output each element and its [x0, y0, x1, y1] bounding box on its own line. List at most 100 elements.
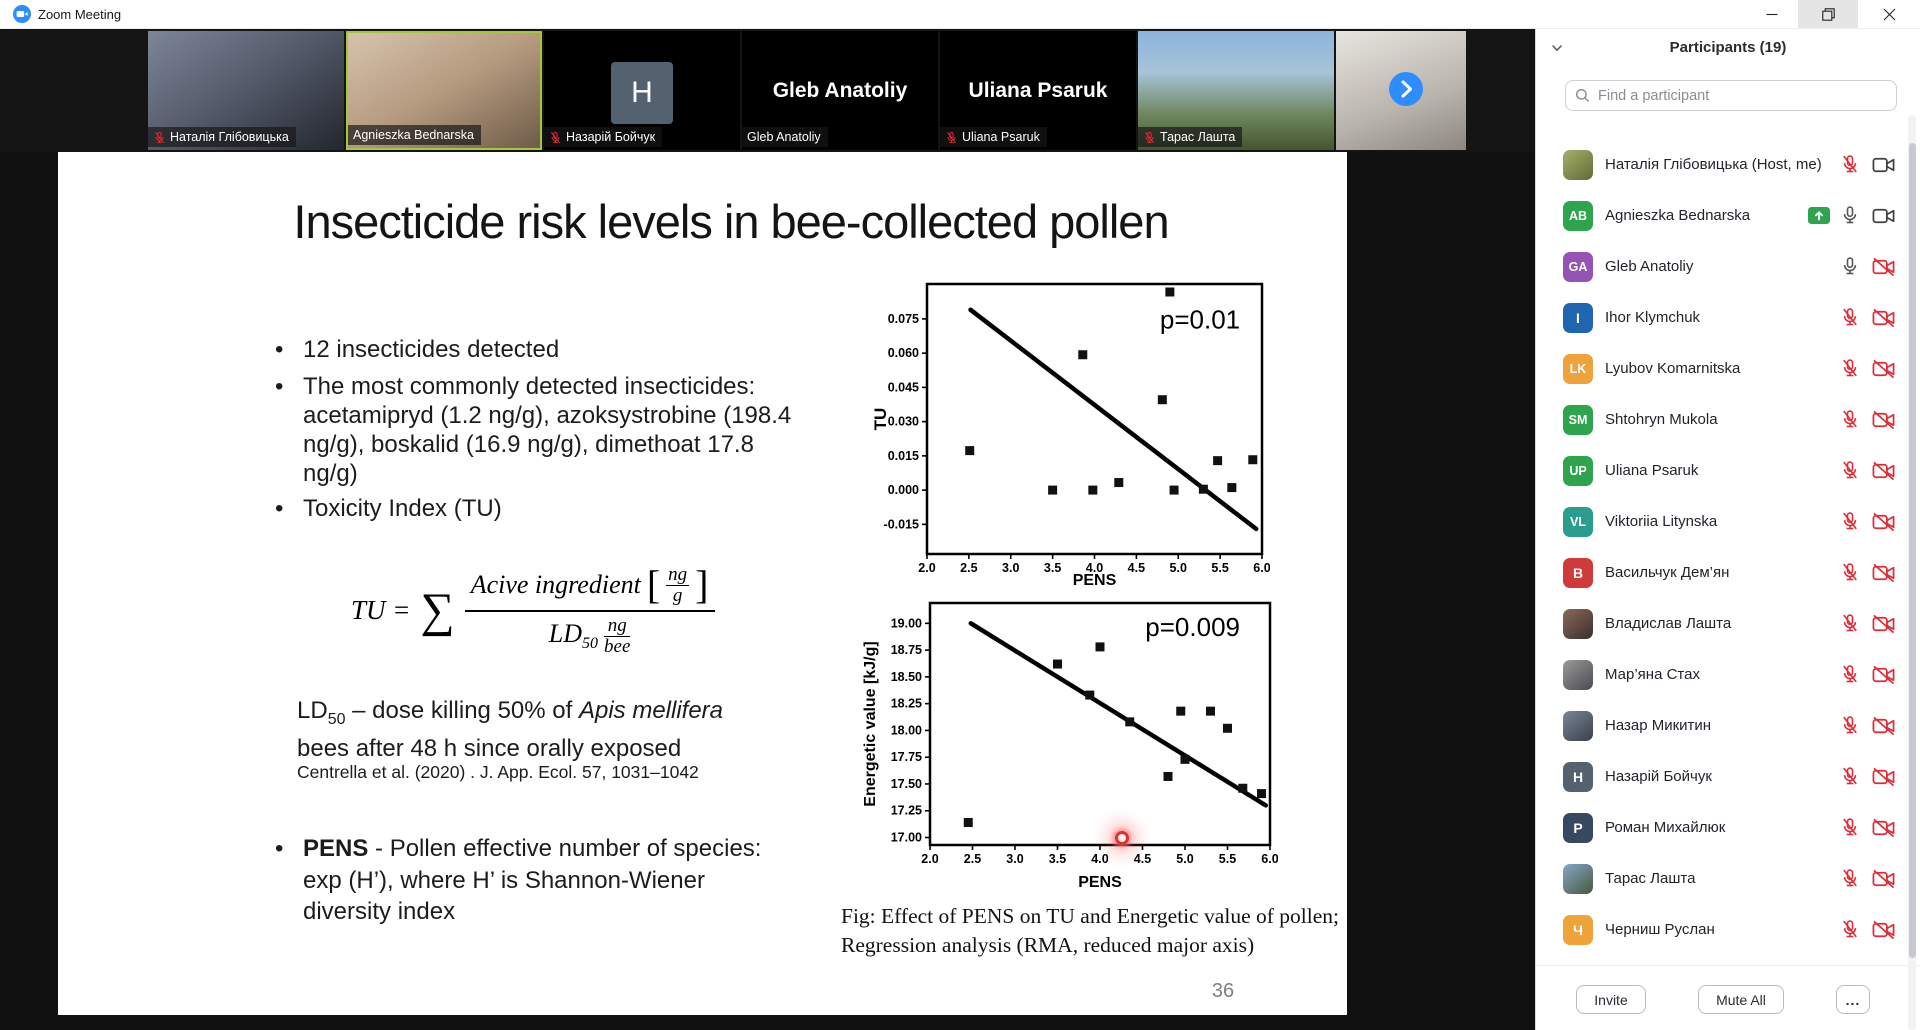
participant-name: Наталія Глібовицька (Host, me): [1605, 156, 1822, 173]
svg-text:3.0: 3.0: [1002, 561, 1019, 575]
ld50-definition: LD50 – dose killing 50% of Apis mellifer…: [297, 697, 724, 762]
participant-name: Владислав Лашта: [1605, 615, 1732, 632]
camera-off-icon: [1872, 920, 1895, 940]
avatar: [1563, 608, 1593, 639]
camera-off-icon: [1872, 563, 1895, 583]
avatar: H: [1563, 761, 1593, 792]
bullet-dot: •: [275, 373, 284, 400]
participant-name: Ihor Klymchuk: [1605, 309, 1701, 326]
participant-row[interactable]: Назар Микитин: [1536, 700, 1920, 751]
tile-name-chip: Gleb Anatoliy: [742, 127, 828, 147]
mic-muted-icon: [1843, 767, 1857, 785]
svg-text:0.030: 0.030: [888, 415, 919, 429]
participant-row[interactable]: VL Viktoriia Litynska: [1536, 496, 1920, 547]
bullet-dot: •: [275, 835, 284, 862]
more-options-button[interactable]: ...: [1836, 985, 1870, 1014]
tile-name-label: Наталія Глібовицька: [170, 130, 289, 144]
svg-text:3.5: 3.5: [1049, 852, 1066, 866]
camera-off-icon: [1872, 767, 1895, 787]
screen-share-icon: [1808, 207, 1830, 224]
participant-row[interactable]: H Назарій Бойчук: [1536, 751, 1920, 802]
restore-button[interactable]: [1798, 0, 1858, 28]
close-button[interactable]: [1858, 0, 1920, 28]
mic-on-icon: [1843, 257, 1857, 275]
video-tile[interactable]: Наталія Глібовицька: [148, 31, 344, 150]
mic-muted-icon: [947, 131, 956, 143]
participant-row[interactable]: Мар’яна Стах: [1536, 649, 1920, 700]
svg-text:0.060: 0.060: [888, 346, 919, 360]
camera-off-icon: [1872, 614, 1895, 634]
svg-text:2.0: 2.0: [918, 561, 935, 575]
camera-off-icon: [1872, 716, 1895, 736]
tile-name-chip: Назарій Бойчук: [544, 127, 663, 147]
mic-muted-icon: [1843, 818, 1857, 836]
svg-text:17.50: 17.50: [891, 777, 922, 791]
participant-row[interactable]: Тарас Лашта: [1536, 853, 1920, 904]
participants-panel: Participants (19) Наталія Глібовицька (H…: [1535, 29, 1920, 1030]
bullet-item: • PENS - Pollen effective number of spec…: [275, 835, 762, 925]
participant-row[interactable]: В Васильчук Дем’ян: [1536, 547, 1920, 598]
chevron-right-icon: [1401, 80, 1412, 98]
participant-row[interactable]: AB Agnieszka Bednarska: [1536, 190, 1920, 241]
svg-text:4.5: 4.5: [1134, 852, 1151, 866]
tile-name-label: Тарас Лашта: [1160, 130, 1236, 144]
svg-text:17.00: 17.00: [891, 831, 922, 845]
participant-row[interactable]: Р Роман Михайлюк: [1536, 802, 1920, 853]
scrollbar-thumb[interactable]: [1908, 143, 1916, 958]
svg-text:18.25: 18.25: [891, 697, 922, 711]
bullet-dot: •: [275, 495, 284, 522]
svg-text:2.5: 2.5: [964, 852, 981, 866]
search-input[interactable]: [1565, 80, 1897, 111]
svg-text:3.0: 3.0: [1006, 852, 1023, 866]
video-tile[interactable]: Agnieszka Bednarska: [346, 31, 542, 150]
mute-all-button[interactable]: Mute All: [1698, 985, 1784, 1014]
svg-text:0.075: 0.075: [888, 312, 919, 326]
page-number: 36: [1211, 980, 1235, 1002]
participant-name: Мар’яна Стах: [1605, 666, 1700, 683]
participant-row[interactable]: Владислав Лашта: [1536, 598, 1920, 649]
mic-muted-icon: [1843, 665, 1857, 683]
camera-on-icon: [1872, 157, 1895, 173]
svg-text:18.00: 18.00: [891, 723, 922, 737]
invite-button[interactable]: Invite: [1576, 985, 1646, 1014]
minimize-button[interactable]: [1746, 0, 1798, 28]
participant-row[interactable]: I Ihor Klymchuk: [1536, 292, 1920, 343]
svg-text:Energetic value [kJ/g]: Energetic value [kJ/g]: [862, 641, 879, 806]
participant-row[interactable]: GA Gleb Anatoliy: [1536, 241, 1920, 292]
video-tile[interactable]: Gleb Anatoliy Gleb Anatoliy: [742, 31, 938, 150]
panel-collapse-button[interactable]: [1544, 37, 1570, 61]
video-tile[interactable]: Тарас Лашта: [1138, 31, 1334, 150]
svg-text:5.0: 5.0: [1176, 852, 1193, 866]
participants-scrollbar[interactable]: [1908, 115, 1916, 1030]
tile-display-name: Uliana Psaruk: [968, 78, 1108, 102]
svg-text:p=0.009: p=0.009: [1145, 612, 1240, 642]
svg-text:5.0: 5.0: [1170, 561, 1187, 575]
participant-name: Роман Михайлюк: [1605, 819, 1726, 836]
bullet-item: • Toxicity Index (TU): [275, 495, 502, 522]
window-titlebar: Zoom Meeting: [0, 0, 1920, 29]
tile-name-label: Uliana Psaruk: [962, 130, 1040, 144]
camera-off-icon: [1872, 359, 1895, 379]
mic-muted-icon: [551, 131, 560, 143]
mic-muted-icon: [1843, 716, 1857, 734]
tu-vs-pens-chart: 2.0 2.5 3.0 3.5 4.0 4.5 5.0 5.5 6.0 -0.015 0.000 0.…: [871, 282, 1270, 589]
camera-off-icon: [1872, 818, 1895, 838]
participant-row[interactable]: Наталія Глібовицька (Host, me): [1536, 139, 1920, 190]
tile-display-name: Gleb Anatoliy: [772, 78, 908, 102]
video-tile[interactable]: Uliana Psaruk Uliana Psaruk: [940, 31, 1136, 150]
bullet-item: • The most commonly detected insecticide…: [275, 373, 792, 487]
participant-row[interactable]: Ч Черниш Руслан: [1536, 904, 1920, 955]
participant-row[interactable]: LK Lyubov Komarnitska: [1536, 343, 1920, 394]
participant-row[interactable]: UP Uliana Psaruk: [1536, 445, 1920, 496]
participant-row[interactable]: SM Shtohryn Mukola: [1536, 394, 1920, 445]
avatar: [1563, 863, 1593, 894]
svg-text:6.0: 6.0: [1253, 561, 1270, 575]
next-page-button[interactable]: [1389, 72, 1423, 106]
window-title: Zoom Meeting: [38, 7, 122, 22]
tile-name-label: Agnieszka Bednarska: [353, 128, 474, 142]
close-icon: [1883, 8, 1895, 20]
mic-muted-icon: [155, 131, 164, 143]
video-tile[interactable]: H Назарій Бойчук: [544, 31, 740, 150]
svg-text:18.50: 18.50: [891, 670, 922, 684]
